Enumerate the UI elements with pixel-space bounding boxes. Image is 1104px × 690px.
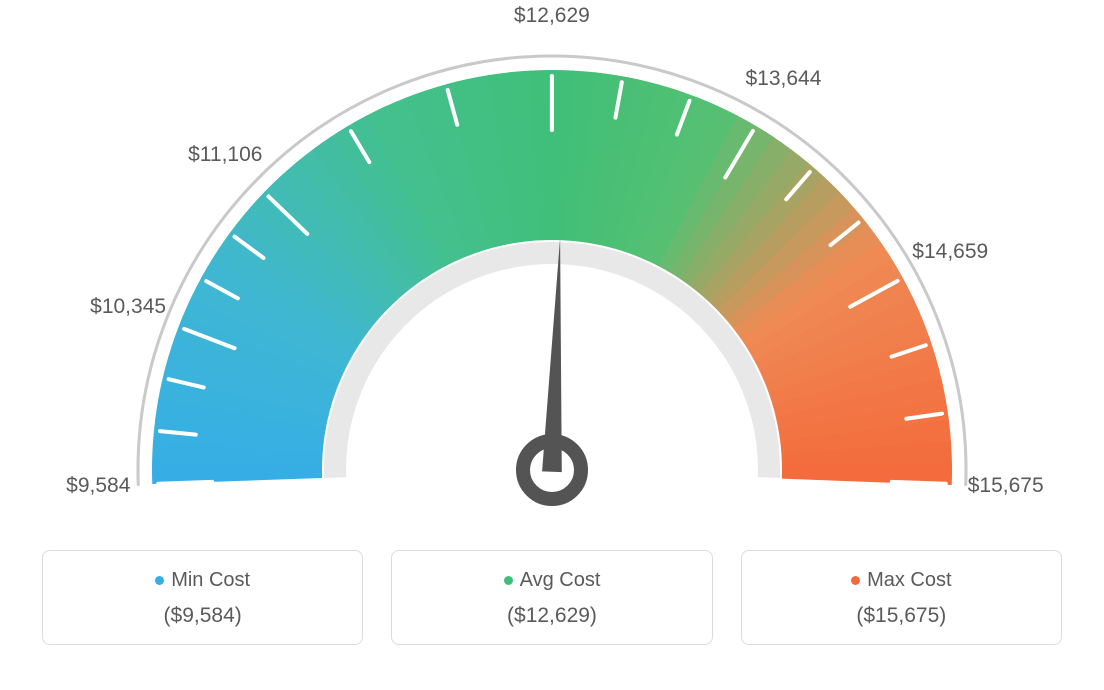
gauge-chart: $9,584 $10,345 $11,106 $12,629 $13,644 $14,65… — [0, 0, 1104, 540]
legend-card-avg: Avg Cost ($12,629) — [391, 550, 712, 645]
gauge-tick-label: $12,629 — [514, 4, 590, 28]
legend-title-max: Max Cost — [752, 569, 1051, 592]
legend-card-min: Min Cost ($9,584) — [42, 550, 363, 645]
legend-title-text-min: Min Cost — [171, 569, 250, 591]
legend-dot-min — [155, 576, 164, 585]
legend-title-text-avg: Avg Cost — [520, 569, 601, 591]
legend-dot-avg — [504, 576, 513, 585]
legend-row: Min Cost ($9,584) Avg Cost ($12,629) Max… — [42, 550, 1062, 645]
legend-value-avg: ($12,629) — [402, 604, 701, 628]
legend-title-min: Min Cost — [53, 569, 352, 592]
gauge-tick-label: $15,675 — [968, 474, 1044, 498]
legend-card-max: Max Cost ($15,675) — [741, 550, 1062, 645]
legend-title-text-max: Max Cost — [867, 569, 951, 591]
gauge-svg — [0, 0, 1104, 540]
gauge-tick-label: $14,659 — [912, 240, 988, 264]
gauge-tick-label: $11,106 — [188, 143, 262, 167]
legend-value-min: ($9,584) — [53, 604, 352, 628]
gauge-tick-label: $9,584 — [66, 474, 130, 498]
gauge-tick-label: $10,345 — [90, 295, 166, 319]
legend-value-max: ($15,675) — [752, 604, 1051, 628]
gauge-tick-label: $13,644 — [745, 67, 821, 91]
legend-dot-max — [851, 576, 860, 585]
legend-title-avg: Avg Cost — [402, 569, 701, 592]
